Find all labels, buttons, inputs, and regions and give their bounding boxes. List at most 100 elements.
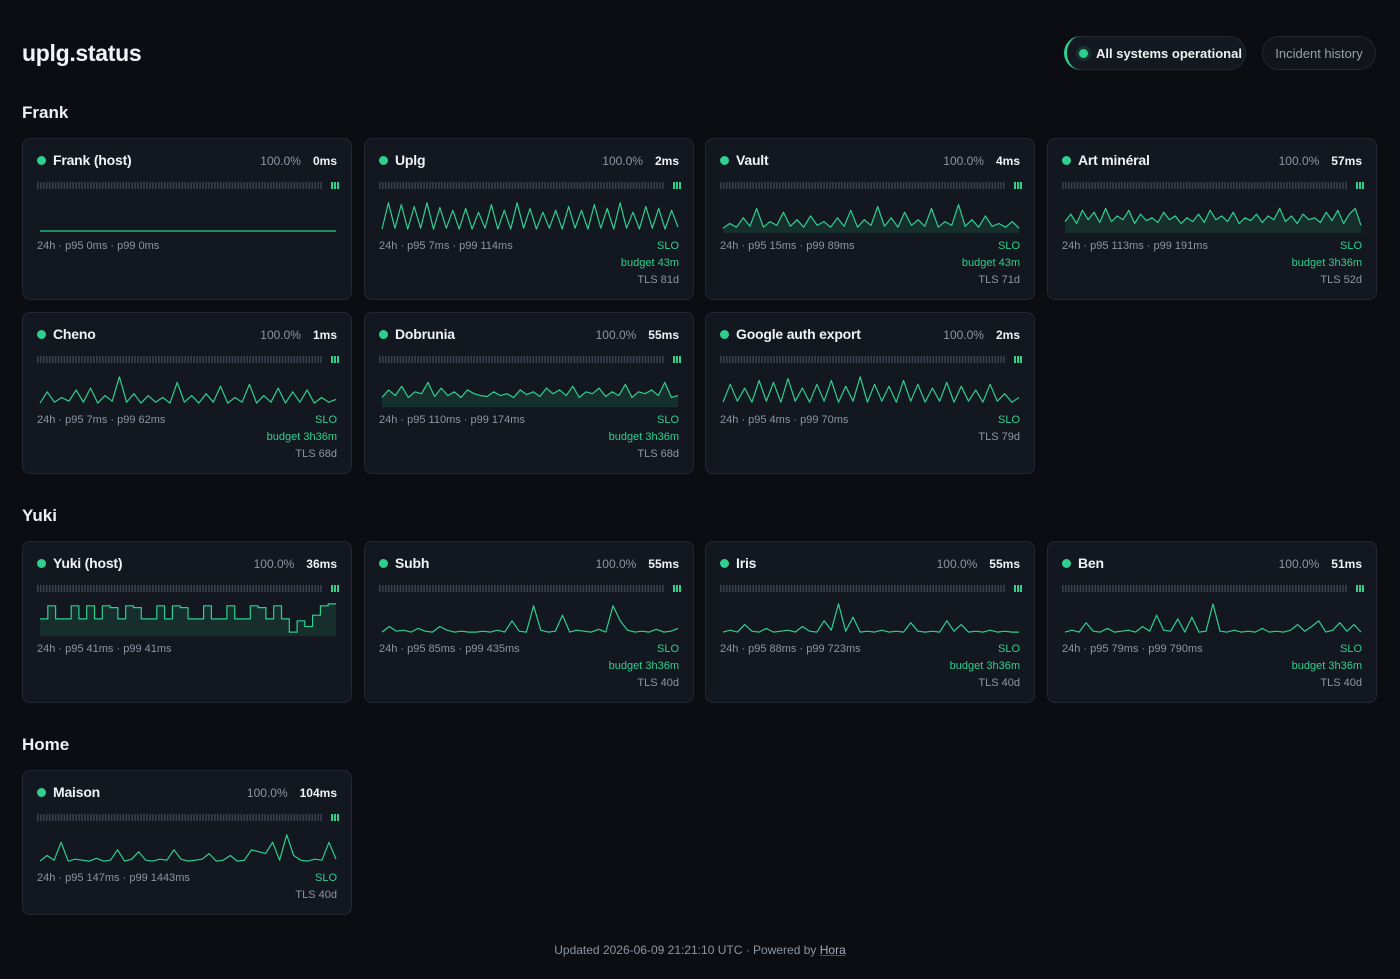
uptime-bar[interactable] — [606, 356, 608, 363]
uptime-bar[interactable] — [405, 585, 408, 592]
uptime-bar[interactable] — [60, 585, 63, 592]
uptime-bar[interactable] — [941, 182, 943, 189]
uptime-bar[interactable] — [497, 182, 499, 189]
uptime-bar[interactable] — [305, 814, 308, 821]
uptime-bar[interactable] — [1295, 585, 1297, 592]
uptime-bar[interactable] — [1017, 182, 1019, 189]
uptime-bar[interactable] — [78, 814, 80, 821]
uptime-bar[interactable] — [1064, 182, 1067, 189]
uptime-bar[interactable] — [1106, 585, 1108, 592]
monitor-card-cheno[interactable]: Cheno 100.0% 1ms 24h · p95 7ms · p99 62ms SL… — [22, 312, 352, 474]
uptime-bar[interactable] — [1062, 182, 1064, 189]
uptime-bar[interactable] — [429, 356, 431, 363]
uptime-bar[interactable] — [320, 585, 322, 592]
uptime-bar[interactable] — [752, 182, 755, 189]
uptime-bar[interactable] — [278, 182, 281, 189]
uptime-bar[interactable] — [393, 356, 396, 363]
uptime-bar[interactable] — [284, 814, 287, 821]
uptime-bar[interactable] — [273, 356, 275, 363]
uptime-bar[interactable] — [1115, 182, 1117, 189]
uptime-bar[interactable] — [852, 182, 855, 189]
uptime-bar[interactable] — [476, 182, 478, 189]
uptime-bar[interactable] — [399, 182, 402, 189]
uptime-bar[interactable] — [443, 182, 446, 189]
uptime-bar[interactable] — [1073, 182, 1076, 189]
uptime-bar[interactable] — [609, 356, 611, 363]
uptime-bar[interactable] — [638, 356, 641, 363]
uptime-bar[interactable] — [314, 814, 316, 821]
uptime-bar[interactable] — [140, 356, 142, 363]
uptime-bar[interactable] — [379, 585, 381, 592]
uptime-bar[interactable] — [122, 182, 125, 189]
uptime-bar[interactable] — [1318, 585, 1321, 592]
uptime-bar[interactable] — [767, 585, 769, 592]
uptime-bar[interactable] — [1003, 585, 1005, 592]
uptime-bar[interactable] — [743, 182, 746, 189]
uptime-bar[interactable] — [205, 356, 207, 363]
uptime-bar[interactable] — [281, 182, 284, 189]
uptime-bar[interactable] — [793, 182, 796, 189]
uptime-bar[interactable] — [267, 814, 269, 821]
uptime-bar[interactable] — [199, 585, 201, 592]
uptime-bar[interactable] — [90, 356, 92, 363]
uptime-bar[interactable] — [1298, 585, 1300, 592]
uptime-bar[interactable] — [222, 814, 225, 821]
uptime-bar[interactable] — [1277, 585, 1279, 592]
uptime-bar[interactable] — [929, 182, 932, 189]
uptime-bar[interactable] — [588, 182, 591, 189]
uptime-bar[interactable] — [299, 356, 302, 363]
uptime-bar[interactable] — [1100, 585, 1102, 592]
uptime-bar[interactable] — [302, 356, 305, 363]
uptime-bar[interactable] — [843, 182, 846, 189]
uptime-bar[interactable] — [820, 585, 822, 592]
uptime-bar[interactable] — [237, 814, 240, 821]
uptime-bar[interactable] — [790, 585, 793, 592]
uptime-bar[interactable] — [287, 585, 290, 592]
uptime-bar[interactable] — [408, 182, 411, 189]
uptime-bar[interactable] — [379, 182, 381, 189]
uptime-bar[interactable] — [131, 182, 133, 189]
uptime-bar[interactable] — [734, 182, 737, 189]
uptime-bar[interactable] — [864, 182, 867, 189]
uptime-bar[interactable] — [128, 585, 131, 592]
uptime-bar[interactable] — [888, 182, 890, 189]
uptime-bar[interactable] — [255, 182, 257, 189]
uptime-bar[interactable] — [175, 356, 178, 363]
uptime-bar[interactable] — [320, 356, 322, 363]
uptime-bar[interactable] — [399, 585, 402, 592]
uptime-bar[interactable] — [573, 585, 576, 592]
uptime-bar[interactable] — [679, 356, 681, 363]
uptime-bar[interactable] — [414, 585, 416, 592]
uptime-bar[interactable] — [290, 585, 293, 592]
uptime-bar[interactable] — [128, 356, 131, 363]
uptime-bar[interactable] — [914, 182, 917, 189]
uptime-bar[interactable] — [997, 356, 999, 363]
uptime-bar[interactable] — [1339, 585, 1341, 592]
monitor-card-art-min-ral[interactable]: Art minéral 100.0% 57ms 24h · p95 113ms · p… — [1047, 138, 1377, 300]
uptime-bar[interactable] — [420, 585, 422, 592]
uptime-bar[interactable] — [1109, 585, 1111, 592]
uptime-bar[interactable] — [231, 182, 234, 189]
uptime-bar[interactable] — [564, 585, 567, 592]
uptime-bar[interactable] — [867, 182, 870, 189]
uptime-bar[interactable] — [873, 182, 875, 189]
uptime-bar[interactable] — [1298, 182, 1300, 189]
uptime-bar[interactable] — [60, 356, 63, 363]
uptime-bar[interactable] — [749, 182, 752, 189]
uptime-bar[interactable] — [48, 814, 51, 821]
uptime-bar[interactable] — [1303, 182, 1306, 189]
uptime-bar[interactable] — [107, 356, 110, 363]
uptime-bar[interactable] — [243, 182, 246, 189]
uptime-bar[interactable] — [755, 585, 757, 592]
uptime-bar[interactable] — [275, 356, 278, 363]
uptime-bar[interactable] — [45, 182, 48, 189]
uptime-bar[interactable] — [261, 356, 263, 363]
uptime-bar[interactable] — [402, 356, 405, 363]
uptime-bar[interactable] — [970, 585, 973, 592]
uptime-bar[interactable] — [166, 356, 169, 363]
uptime-bar[interactable] — [770, 585, 772, 592]
uptime-bar[interactable] — [591, 356, 593, 363]
uptime-bar[interactable] — [1315, 585, 1318, 592]
uptime-bar[interactable] — [205, 585, 207, 592]
uptime-bar[interactable] — [1188, 182, 1191, 189]
